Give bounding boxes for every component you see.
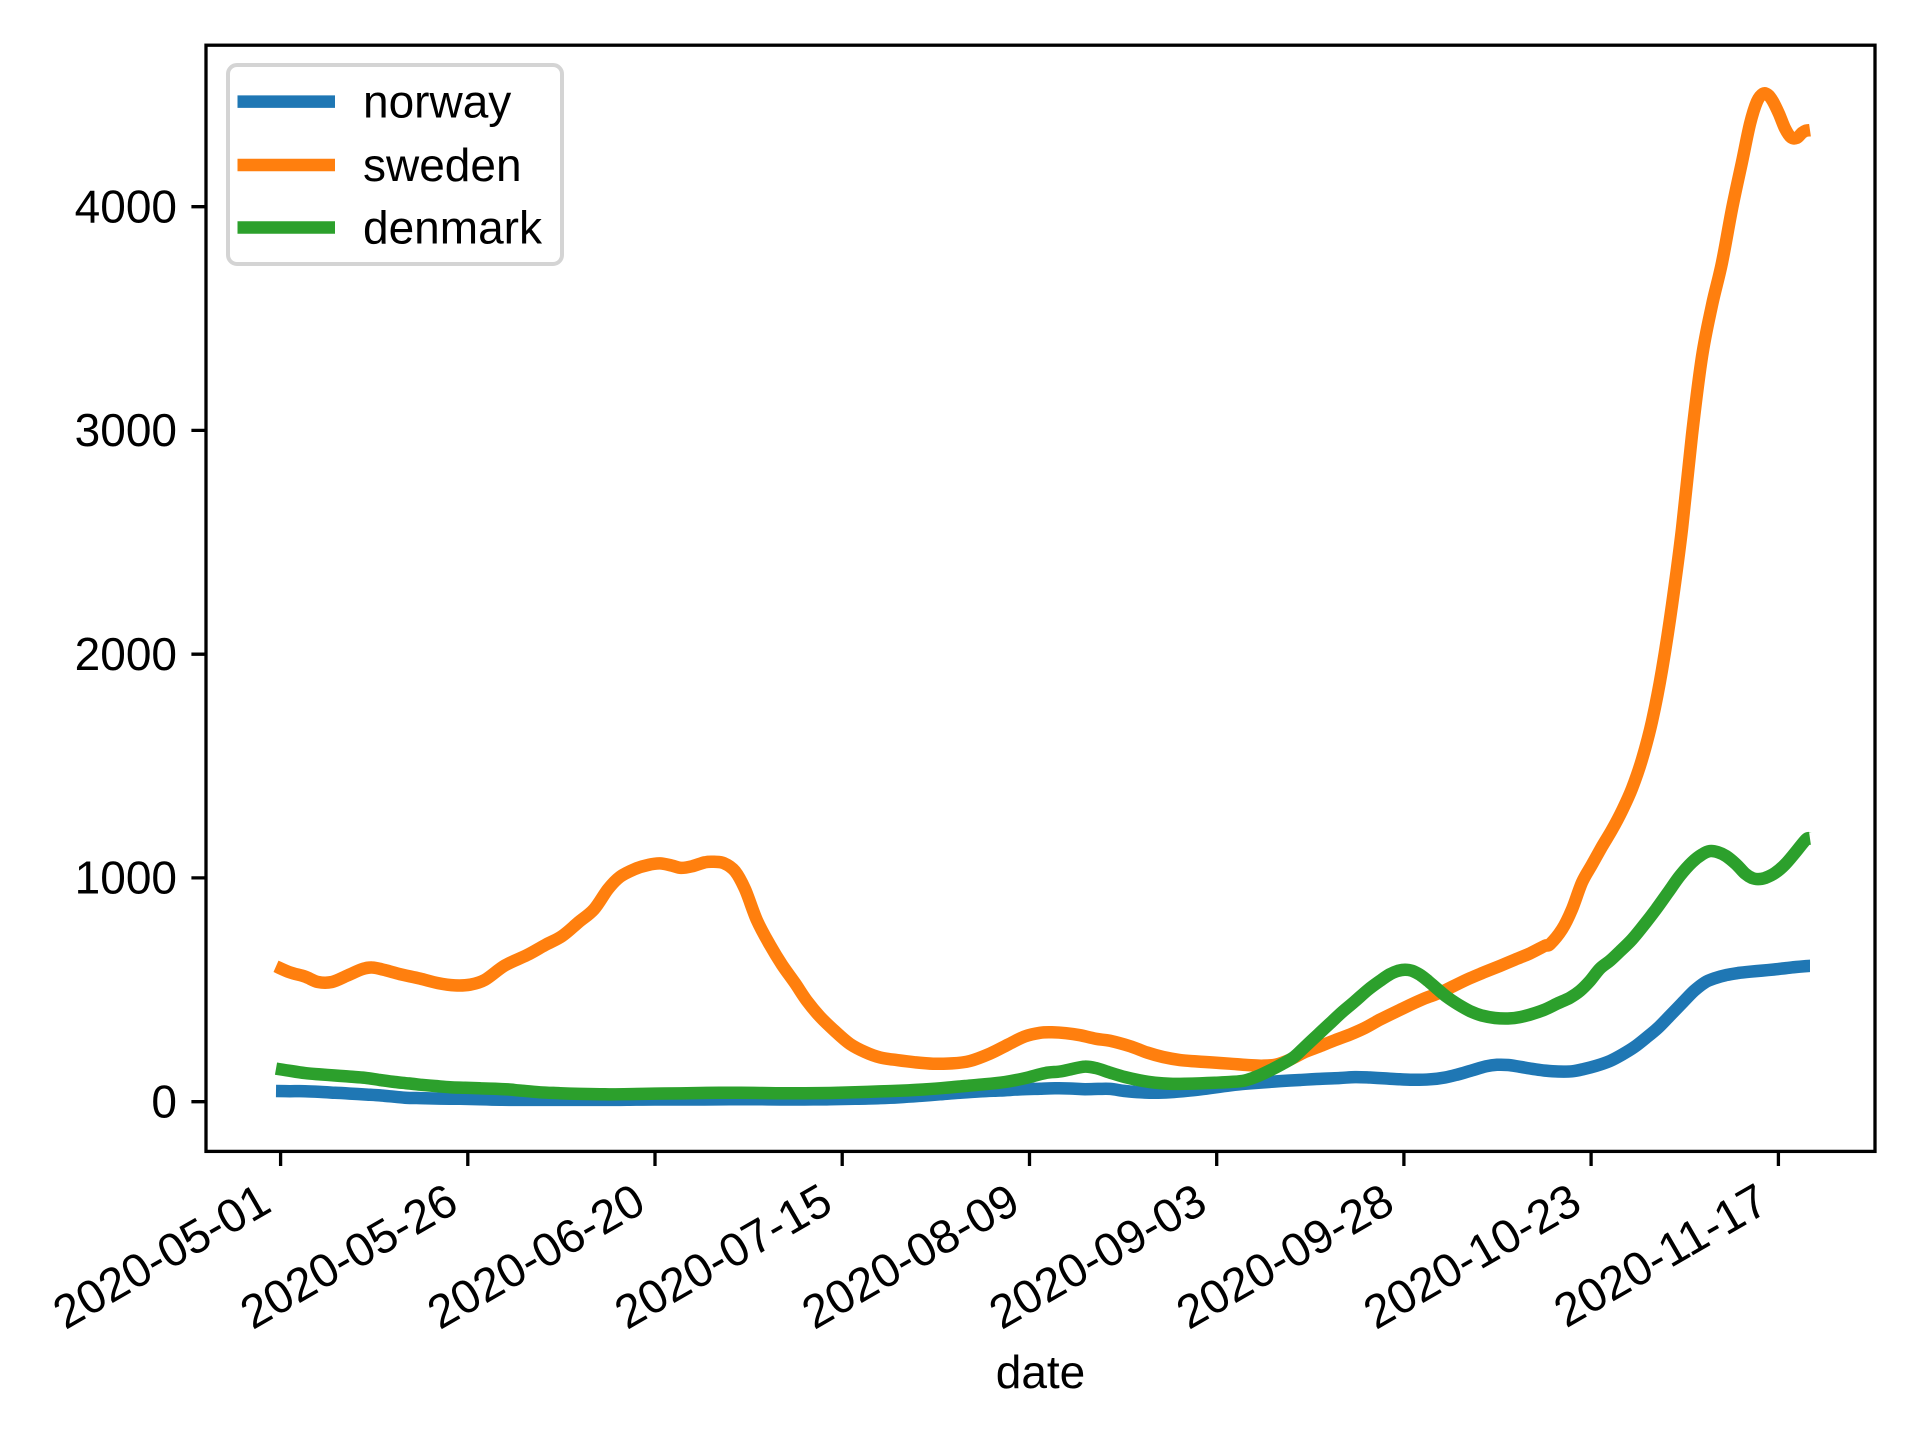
svg-text:date: date <box>996 1346 1086 1398</box>
svg-text:sweden: sweden <box>363 139 522 191</box>
svg-text:norway: norway <box>363 75 511 127</box>
svg-text:1000: 1000 <box>75 852 177 904</box>
svg-text:4000: 4000 <box>75 181 177 233</box>
svg-text:denmark: denmark <box>363 201 543 253</box>
svg-text:0: 0 <box>151 1076 177 1128</box>
svg-text:2000: 2000 <box>75 628 177 680</box>
svg-text:3000: 3000 <box>75 404 177 456</box>
